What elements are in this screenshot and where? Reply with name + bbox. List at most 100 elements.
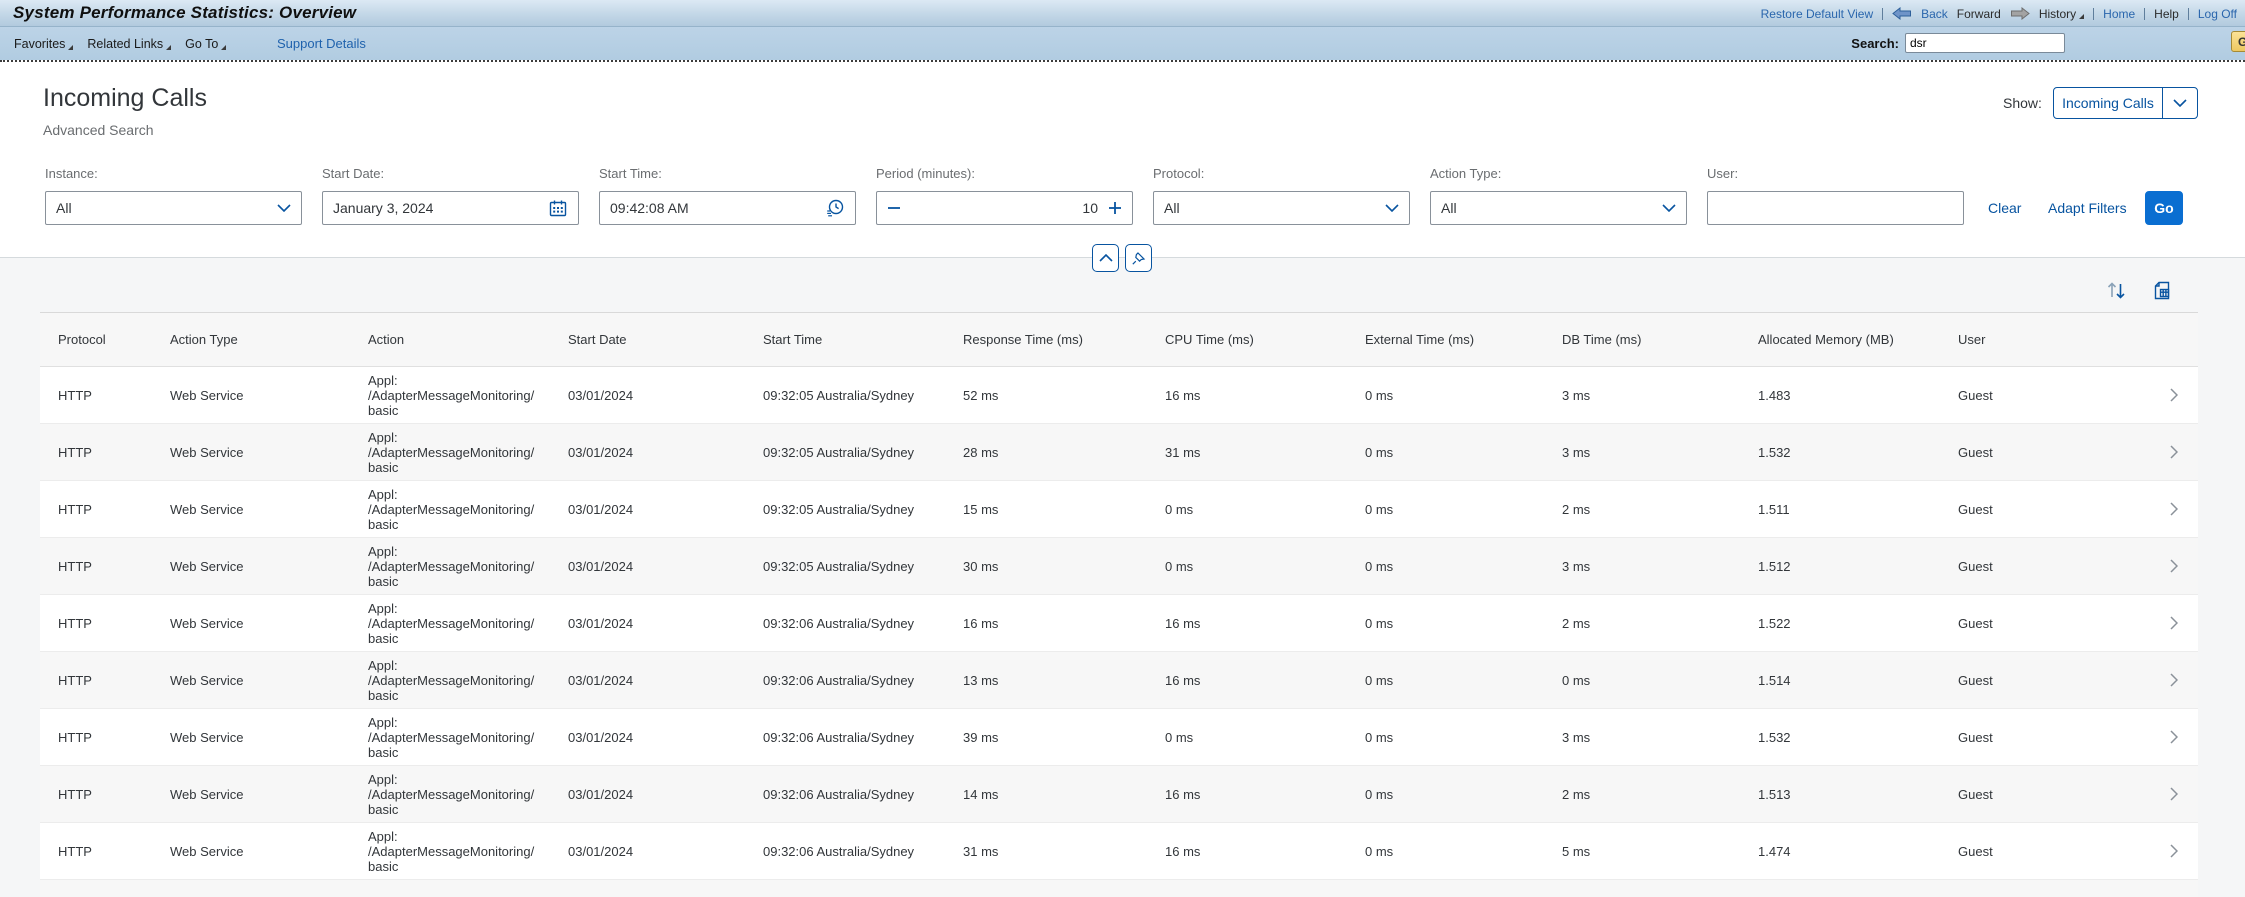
cell-user: Guest bbox=[1958, 673, 2150, 688]
table-row[interactable]: HTTP Web Service Appl: /AdapterMessageMo… bbox=[40, 595, 2198, 652]
cell-allocated-memory: 1.532 bbox=[1758, 730, 1958, 745]
back-link[interactable]: Back bbox=[1921, 7, 1948, 21]
action-line-3: basic bbox=[368, 574, 568, 589]
cell-start-time: 09:32:05 Australia/Sydney bbox=[763, 502, 963, 517]
cell-response-time: 52 ms bbox=[963, 388, 1165, 403]
cell-protocol: HTTP bbox=[40, 673, 170, 688]
forward-arrow-icon[interactable] bbox=[2010, 7, 2030, 20]
cell-protocol: HTTP bbox=[40, 559, 170, 574]
sort-icon[interactable] bbox=[2105, 280, 2128, 301]
filters-go-button[interactable]: Go bbox=[2145, 191, 2183, 225]
back-arrow-icon[interactable] bbox=[1892, 7, 1912, 20]
action-line-1: Appl: bbox=[368, 715, 568, 730]
table-row[interactable]: HTTP Web Service Appl: /AdapterMessageMo… bbox=[40, 823, 2198, 880]
row-nav[interactable] bbox=[2150, 730, 2198, 744]
cell-start-date: 03/01/2024 bbox=[568, 844, 763, 859]
chevron-down-icon[interactable] bbox=[2163, 88, 2197, 118]
action-type-select[interactable]: All bbox=[1430, 191, 1687, 225]
action-line-2: /AdapterMessageMonitoring/ bbox=[368, 559, 568, 574]
user-input[interactable] bbox=[1718, 192, 1953, 224]
column-header-external-time[interactable]: External Time (ms) bbox=[1365, 332, 1562, 347]
filter-instance: Instance: All bbox=[45, 166, 302, 225]
action-line-2: /AdapterMessageMonitoring/ bbox=[368, 673, 568, 688]
row-nav[interactable] bbox=[2150, 388, 2198, 402]
cell-protocol: HTTP bbox=[40, 388, 170, 403]
show-select-button[interactable]: Incoming Calls bbox=[2053, 87, 2198, 119]
favorites-menu[interactable]: Favorites bbox=[14, 37, 73, 51]
help-link[interactable]: Help bbox=[2154, 7, 2179, 21]
column-header-start-date[interactable]: Start Date bbox=[568, 332, 763, 347]
action-line-3: basic bbox=[368, 745, 568, 760]
period-value[interactable]: 10 bbox=[901, 200, 1098, 216]
start-date-input[interactable]: January 3, 2024 bbox=[322, 191, 579, 225]
search-input[interactable] bbox=[1905, 33, 2065, 53]
instance-select[interactable]: All bbox=[45, 191, 302, 225]
table-row[interactable]: HTTP Web Service Appl: /AdapterMessageMo… bbox=[40, 709, 2198, 766]
column-header-cpu-time[interactable]: CPU Time (ms) bbox=[1165, 332, 1365, 347]
column-header-protocol[interactable]: Protocol bbox=[40, 332, 170, 347]
column-header-response-time[interactable]: Response Time (ms) bbox=[963, 332, 1165, 347]
log-off-link[interactable]: Log Off bbox=[2198, 7, 2237, 21]
advanced-search-link[interactable]: Advanced Search bbox=[43, 122, 154, 138]
start-date-label: Start Date: bbox=[322, 166, 579, 181]
forward-link[interactable]: Forward bbox=[1957, 7, 2001, 21]
column-header-action[interactable]: Action bbox=[368, 332, 568, 347]
home-link[interactable]: Home bbox=[2103, 7, 2135, 21]
collapse-header-button[interactable] bbox=[1092, 244, 1119, 272]
row-nav[interactable] bbox=[2150, 445, 2198, 459]
plus-icon[interactable] bbox=[1108, 201, 1122, 215]
row-nav[interactable] bbox=[2150, 844, 2198, 858]
row-nav[interactable] bbox=[2150, 616, 2198, 630]
column-header-allocated-memory[interactable]: Allocated Memory (MB) bbox=[1758, 332, 1958, 347]
search-go-button[interactable]: Go bbox=[2231, 31, 2245, 52]
row-nav[interactable] bbox=[2150, 502, 2198, 516]
row-nav[interactable] bbox=[2150, 559, 2198, 573]
adapt-filters-link[interactable]: Adapt Filters bbox=[2048, 191, 2127, 225]
column-header-db-time[interactable]: DB Time (ms) bbox=[1562, 332, 1758, 347]
column-header-user[interactable]: User bbox=[1958, 332, 2150, 347]
pin-header-button[interactable] bbox=[1125, 244, 1152, 272]
cell-start-time: 09:32:06 Australia/Sydney bbox=[763, 787, 963, 802]
start-time-input[interactable]: 09:42:08 AM bbox=[599, 191, 856, 225]
go-to-menu[interactable]: Go To bbox=[185, 37, 226, 51]
calendar-icon[interactable] bbox=[548, 198, 568, 218]
period-stepper[interactable]: 10 bbox=[876, 191, 1133, 225]
protocol-select[interactable]: All bbox=[1153, 191, 1410, 225]
cell-protocol: HTTP bbox=[40, 730, 170, 745]
minus-icon[interactable] bbox=[887, 201, 901, 215]
user-field[interactable] bbox=[1707, 191, 1964, 225]
clock-icon[interactable] bbox=[825, 198, 845, 218]
export-spreadsheet-icon[interactable] bbox=[2152, 279, 2175, 302]
related-links-menu[interactable]: Related Links bbox=[87, 37, 171, 51]
table-row[interactable]: Appl: bbox=[40, 880, 2198, 897]
action-line-3: basic bbox=[368, 403, 568, 418]
cell-start-date: 03/01/2024 bbox=[568, 787, 763, 802]
restore-default-view-link[interactable]: Restore Default View bbox=[1761, 7, 1874, 21]
triangle-down-icon bbox=[2079, 14, 2084, 19]
table-row[interactable]: HTTP Web Service Appl: /AdapterMessageMo… bbox=[40, 367, 2198, 424]
support-details-link[interactable]: Support Details bbox=[277, 36, 366, 51]
favorites-label: Favorites bbox=[14, 37, 65, 51]
clear-filters-link[interactable]: Clear bbox=[1988, 191, 2021, 225]
column-header-action-type[interactable]: Action Type bbox=[170, 332, 368, 347]
action-line-1: Appl: bbox=[368, 373, 568, 388]
row-nav[interactable] bbox=[2150, 673, 2198, 687]
cell-protocol: HTTP bbox=[40, 844, 170, 859]
row-nav[interactable] bbox=[2150, 787, 2198, 801]
table-row[interactable]: HTTP Web Service Appl: /AdapterMessageMo… bbox=[40, 766, 2198, 823]
cell-action: Appl: /AdapterMessageMonitoring/ basic bbox=[368, 715, 568, 760]
table-row[interactable]: HTTP Web Service Appl: /AdapterMessageMo… bbox=[40, 538, 2198, 595]
column-header-start-time[interactable]: Start Time bbox=[763, 332, 963, 347]
cell-response-time: 31 ms bbox=[963, 844, 1165, 859]
table-row[interactable]: HTTP Web Service Appl: /AdapterMessageMo… bbox=[40, 424, 2198, 481]
triangle-down-icon bbox=[68, 45, 73, 50]
chevron-right-icon bbox=[2170, 445, 2178, 459]
cell-allocated-memory: 1.522 bbox=[1758, 616, 1958, 631]
table-row[interactable]: HTTP Web Service Appl: /AdapterMessageMo… bbox=[40, 652, 2198, 709]
cell-cpu-time: 16 ms bbox=[1165, 787, 1365, 802]
chevron-right-icon bbox=[2170, 502, 2178, 516]
portal-title-bar: System Performance Statistics: Overview … bbox=[0, 0, 2245, 27]
table-row[interactable]: HTTP Web Service Appl: /AdapterMessageMo… bbox=[40, 481, 2198, 538]
history-menu[interactable]: History bbox=[2039, 7, 2084, 21]
separator bbox=[2144, 8, 2145, 20]
